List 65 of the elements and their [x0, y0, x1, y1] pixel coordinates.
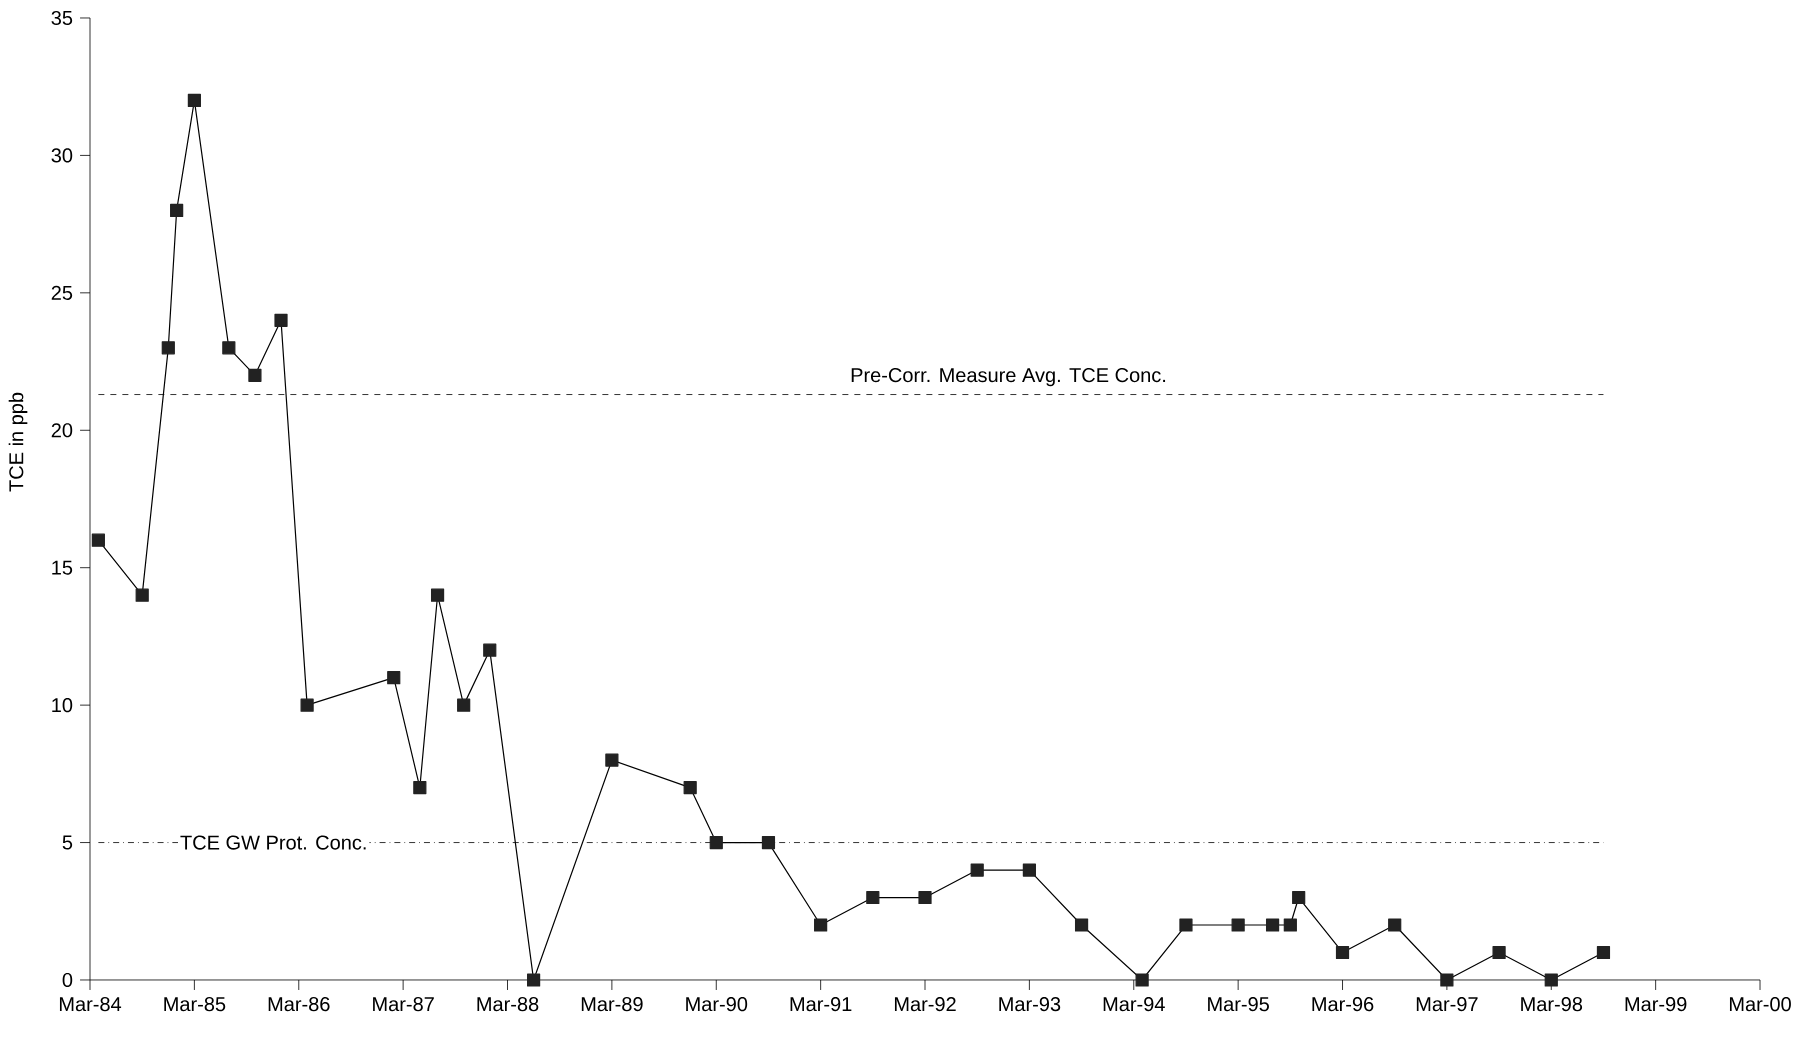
y-tick-label: 15 — [52, 560, 73, 575]
x-tick-label: Mar-87 — [373, 997, 434, 1012]
y-tick-label: 30 — [51, 148, 73, 163]
y-tick-label: 20 — [51, 423, 73, 438]
point — [970, 863, 984, 877]
x-tick-label: Mar-00 — [1729, 997, 1791, 1012]
x-tick-label: Mar-86 — [268, 997, 330, 1012]
point — [135, 588, 149, 602]
x-tick-label: Mar-90 — [686, 997, 748, 1012]
y-tick-label: 5 — [62, 835, 73, 850]
point — [814, 918, 828, 932]
point — [1492, 945, 1506, 960]
point — [170, 203, 184, 217]
point — [1388, 918, 1402, 932]
point — [605, 753, 619, 767]
x-tick-label: Mar-91 — [790, 997, 852, 1012]
point — [1440, 973, 1454, 987]
x-tick-label: Mar-97 — [1416, 997, 1478, 1012]
x-tick-label: Mar-89 — [581, 997, 643, 1012]
point — [430, 588, 445, 602]
point — [1335, 945, 1350, 960]
point — [187, 93, 201, 108]
point — [300, 698, 314, 712]
point — [527, 973, 541, 987]
point — [1544, 973, 1558, 987]
point — [918, 890, 932, 905]
point — [161, 341, 175, 355]
point — [1135, 973, 1149, 987]
point — [1231, 918, 1245, 932]
point — [1596, 945, 1611, 960]
x-tick-label: Mar-92 — [894, 997, 956, 1012]
point — [91, 533, 105, 547]
ref-line-label: Pre-Corr. Measure Avg. TCE Conc. — [851, 368, 1166, 387]
ref-line-label: TCE GW Prot. Conc. — [180, 835, 366, 850]
x-tick-label: Mar-99 — [1625, 997, 1687, 1012]
point — [457, 698, 471, 712]
y-tick-label: 25 — [51, 285, 73, 300]
y-tick-label: 35 — [51, 10, 73, 26]
point — [761, 835, 776, 850]
point — [1179, 918, 1193, 932]
point — [683, 780, 697, 795]
x-tick-label: Mar-85 — [164, 997, 226, 1012]
point — [1074, 918, 1089, 932]
point — [222, 341, 236, 355]
point — [413, 780, 427, 795]
point — [1265, 918, 1280, 932]
point — [483, 643, 497, 657]
y-tick-label: 10 — [52, 698, 73, 713]
x-tick-label: Mar-88 — [477, 997, 539, 1012]
x-tick-label: Mar-95 — [1208, 997, 1269, 1012]
point — [1022, 863, 1036, 877]
x-tick-label: Mar-84 — [59, 997, 122, 1012]
point — [1283, 918, 1297, 932]
point — [248, 368, 262, 382]
x-tick-label: Mar-98 — [1521, 997, 1583, 1012]
x-tick-label: Mar-96 — [1312, 997, 1374, 1012]
x-tick-label: Mar-93 — [999, 997, 1061, 1012]
y-axis-title: TCE in ppb — [8, 392, 28, 492]
point — [709, 835, 723, 850]
point — [387, 671, 401, 685]
y-tick-label: 0 — [62, 972, 73, 988]
x-tick-label: Mar-94 — [1103, 997, 1165, 1012]
point — [866, 890, 880, 905]
point — [1292, 890, 1306, 905]
point — [274, 313, 288, 327]
